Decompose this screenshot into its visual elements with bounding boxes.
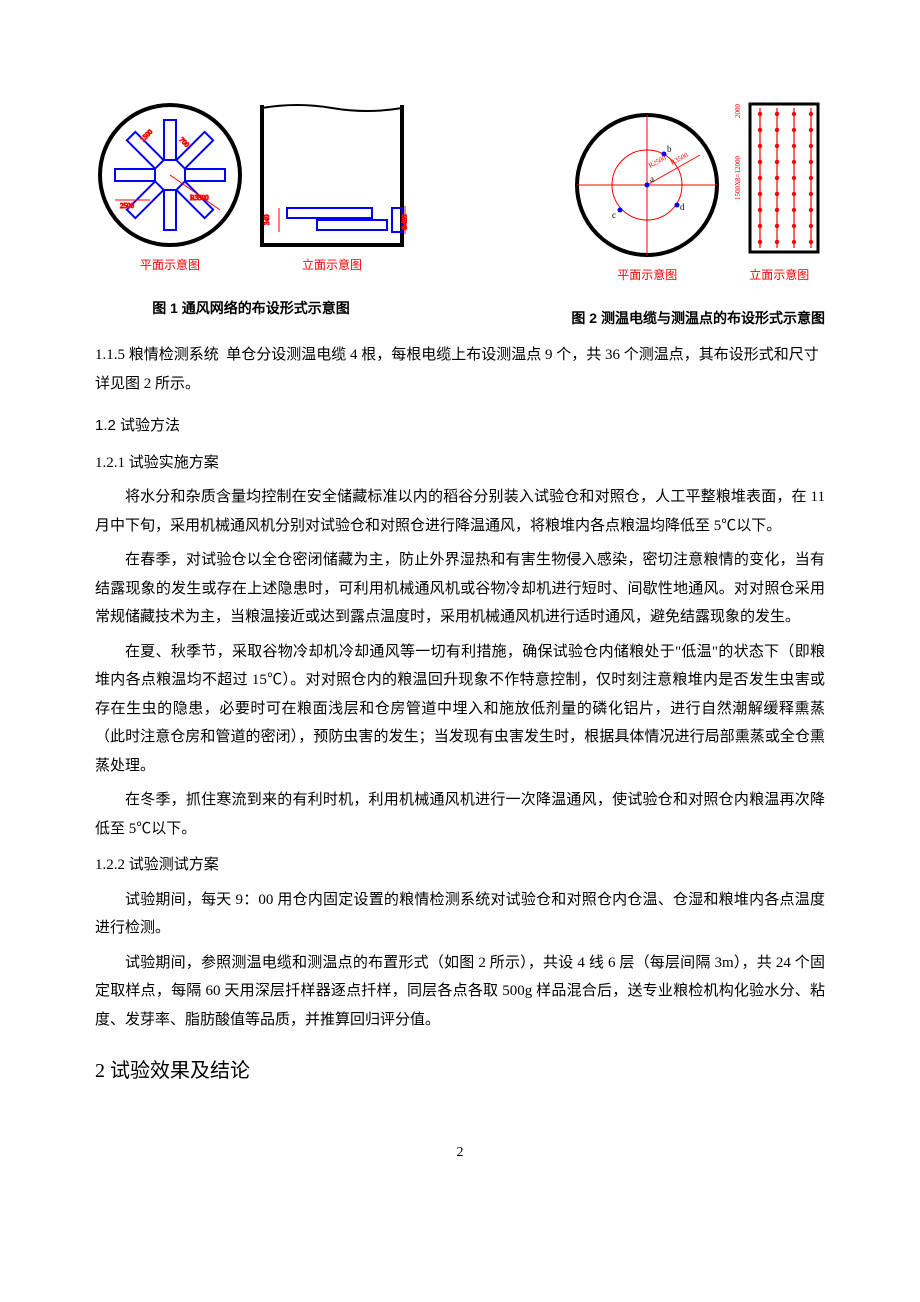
fig1-elev: 340 Φ480 立面示意图	[257, 100, 407, 277]
svg-text:2000: 2000	[734, 104, 742, 119]
svg-text:d: d	[680, 202, 685, 212]
section-1-2-2-heading: 1.2.2 试验测试方案	[95, 851, 825, 880]
svg-text:R3500: R3500	[669, 151, 690, 167]
fig1-elev-label: 立面示意图	[257, 254, 407, 277]
s121-p4: 在冬季，抓住寒流到来的有利时机，利用机械通风机进行一次降温通风，使试验仓和对照仓…	[95, 786, 825, 843]
fig2-elev: 1500X8=12000 2000 立面示意图	[734, 100, 824, 287]
fig2-elev-svg: 1500X8=12000 2000	[734, 100, 824, 260]
section-2-heading-text: 2 试验效果及结论	[95, 1060, 250, 1082]
page-number: 2	[95, 1140, 825, 1167]
section-2-heading: 2 试验效果及结论	[95, 1052, 825, 1090]
s122-p1: 试验期间，每天 9：00 用仓内固定设置的粮情检测系统对试验仓和对照仓内仓温、仓…	[95, 886, 825, 943]
svg-text:Φ480: Φ480	[401, 214, 407, 230]
fig2-plan: a b c d R2500 R3500 平面示意图	[572, 110, 722, 287]
s121-p1: 将水分和杂质含量均控制在安全储藏标准以内的稻谷分别装入试验仓和对照仓，人工平整粮…	[95, 483, 825, 540]
s122-p2: 试验期间，参照测温电缆和测温点的布置形式（如图 2 所示），共设 4 线 6 层…	[95, 949, 825, 1035]
svg-text:R2500: R2500	[647, 154, 668, 170]
section-1-2-heading: 1.2 试验方法	[95, 412, 825, 441]
svg-text:R3500: R3500	[190, 194, 209, 202]
figure-1-group: 2500 R3500 1500 700 平面示意图	[95, 100, 407, 331]
fig1-plan: 2500 R3500 1500 700 平面示意图	[95, 100, 245, 277]
fig2-plan-svg: a b c d R2500 R3500	[572, 110, 722, 260]
fig1-plan-svg: 2500 R3500 1500 700	[95, 100, 245, 250]
fig2-plan-label: 平面示意图	[572, 264, 722, 287]
section-1-2-1-heading: 1.2.1 试验实施方案	[95, 449, 825, 478]
s121-p2: 在春季，对试验仓以全仓密闭储藏为主，防止外界湿热和有害生物侵入感染，密切注意粮情…	[95, 546, 825, 632]
fig1-elev-svg: 340 Φ480	[257, 100, 407, 250]
svg-text:1500X8=12000: 1500X8=12000	[734, 155, 742, 200]
fig2-caption: 图 2 测温电缆与测温点的布设形式示意图	[571, 305, 825, 332]
svg-text:2500: 2500	[120, 202, 135, 210]
figure-2-pair: a b c d R2500 R3500 平面示意图	[572, 100, 824, 287]
figure-1-pair: 2500 R3500 1500 700 平面示意图	[95, 100, 407, 277]
fig2-elev-label: 立面示意图	[734, 264, 824, 287]
svg-text:b: b	[667, 144, 672, 154]
s121-p3: 在夏、秋季节，采取谷物冷却机冷却通风等一切有利措施，确保试验仓内储粮处于"低温"…	[95, 638, 825, 781]
fig1-plan-label: 平面示意图	[95, 254, 245, 277]
figure-2-group: a b c d R2500 R3500 平面示意图	[571, 100, 825, 331]
section-1-1-5-heading: 1.1.5 粮情检测系统	[95, 347, 219, 363]
svg-text:c: c	[612, 210, 616, 220]
svg-text:1500: 1500	[139, 128, 155, 144]
svg-text:a: a	[650, 174, 654, 184]
figures-row: 2500 R3500 1500 700 平面示意图	[95, 100, 825, 331]
section-1-1-5: 1.1.5 粮情检测系统 单仓分设测温电缆 4 根，每根电缆上布设测温点 9 个…	[95, 341, 825, 398]
fig1-caption: 图 1 通风网络的布设形式示意图	[152, 295, 350, 322]
svg-text:340: 340	[263, 214, 271, 225]
